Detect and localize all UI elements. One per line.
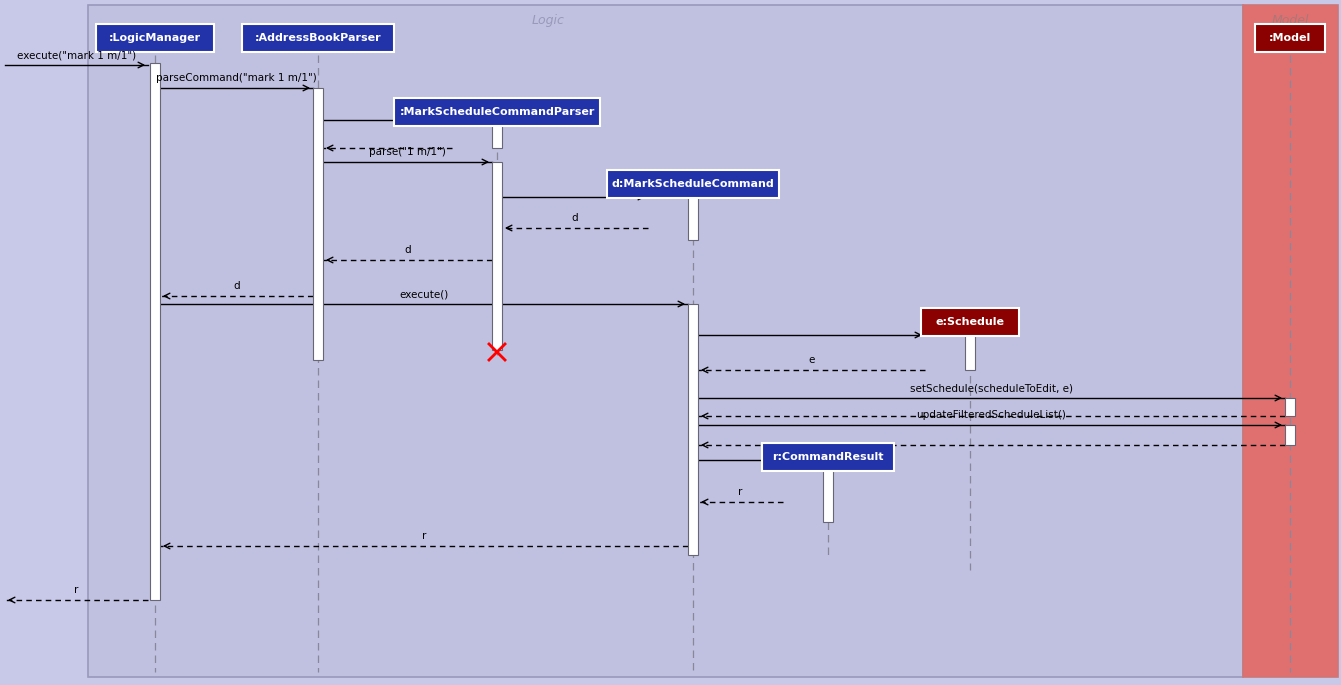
Bar — [89, 5, 1243, 677]
Text: Model: Model — [1271, 14, 1309, 27]
Text: r: r — [739, 487, 743, 497]
Text: r: r — [74, 585, 79, 595]
Text: parseCommand("mark 1 m/1"): parseCommand("mark 1 m/1") — [156, 73, 316, 83]
Text: e: e — [809, 355, 815, 365]
Bar — [1285, 425, 1295, 445]
Text: e:Schedule: e:Schedule — [936, 317, 1004, 327]
Bar — [1243, 5, 1338, 677]
Text: Logic: Logic — [531, 14, 565, 27]
Text: :MarkScheduleCommandParser: :MarkScheduleCommandParser — [400, 107, 594, 117]
FancyBboxPatch shape — [762, 443, 894, 471]
Bar — [966, 335, 975, 370]
FancyBboxPatch shape — [921, 308, 1019, 336]
Text: r:CommandResult: r:CommandResult — [772, 452, 884, 462]
Text: parse("1 m/1"): parse("1 m/1") — [369, 147, 447, 157]
Text: d: d — [404, 245, 410, 255]
Text: d:MarkScheduleCommand: d:MarkScheduleCommand — [611, 179, 774, 189]
Text: d: d — [571, 213, 578, 223]
Text: execute("mark 1 m/1"): execute("mark 1 m/1") — [17, 50, 135, 60]
Text: updateFilteredScheduleList(): updateFilteredScheduleList() — [916, 410, 1066, 420]
Text: execute(): execute() — [400, 289, 449, 299]
Bar — [312, 88, 323, 360]
FancyBboxPatch shape — [241, 24, 394, 52]
Bar — [1285, 398, 1295, 416]
FancyBboxPatch shape — [95, 24, 215, 52]
Bar — [492, 120, 502, 148]
Bar — [150, 63, 160, 600]
FancyBboxPatch shape — [394, 98, 601, 126]
Text: :LogicManager: :LogicManager — [109, 33, 201, 43]
Text: d: d — [233, 281, 240, 291]
Bar — [688, 197, 699, 240]
FancyBboxPatch shape — [606, 170, 779, 198]
Text: setSchedule(scheduleToEdit, e): setSchedule(scheduleToEdit, e) — [911, 383, 1073, 393]
Bar — [823, 460, 833, 522]
Bar — [492, 162, 502, 350]
FancyBboxPatch shape — [1255, 24, 1325, 52]
Text: r: r — [422, 531, 426, 541]
Text: :Model: :Model — [1269, 33, 1311, 43]
Text: :AddressBookParser: :AddressBookParser — [255, 33, 381, 43]
Bar — [688, 304, 699, 555]
